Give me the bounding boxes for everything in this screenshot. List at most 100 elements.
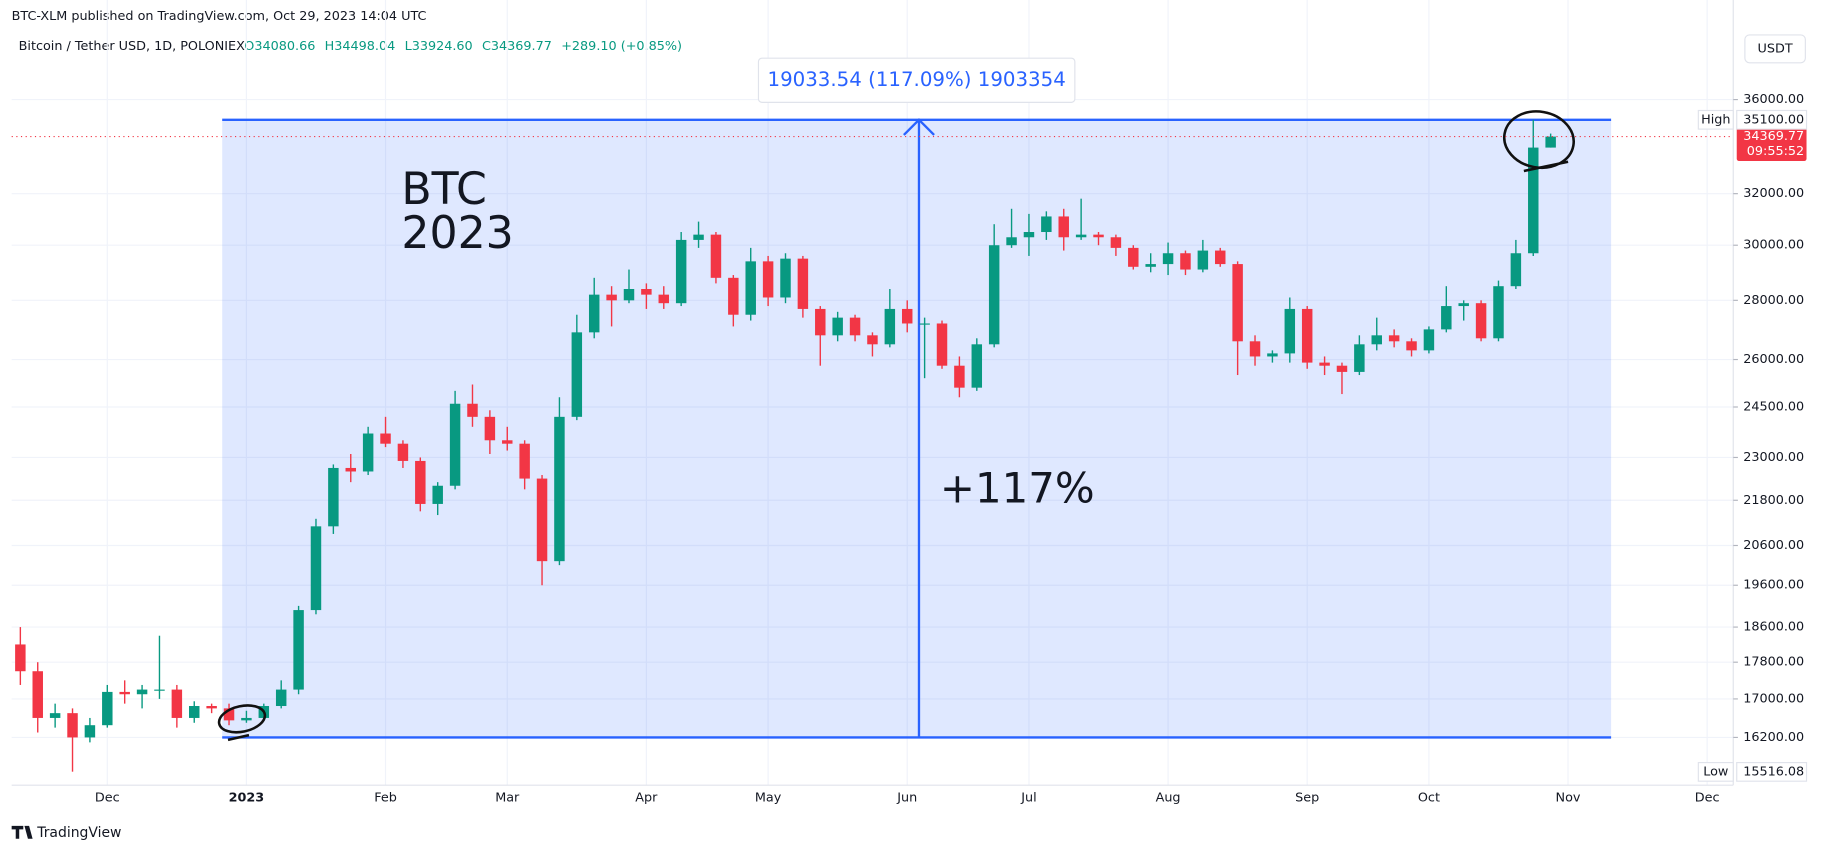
x-tick-label: Dec <box>1695 790 1720 805</box>
candle-body <box>849 317 861 336</box>
countdown: 09:55:52 <box>1747 144 1804 159</box>
candle-body <box>1041 216 1052 233</box>
currency[interactable]: USDT <box>1758 41 1793 56</box>
candle-body <box>189 706 200 718</box>
candle-body <box>1215 250 1226 265</box>
candle-body <box>1388 335 1400 342</box>
ohlc-value: O34080.66 <box>244 39 315 54</box>
candle-body <box>397 443 409 461</box>
candle-body <box>502 440 513 444</box>
candle-body <box>1128 247 1139 267</box>
candle-body <box>710 234 722 278</box>
y-tick-label: 16200.00 <box>1743 730 1804 745</box>
candle-body <box>1371 335 1382 345</box>
y-tick-label: 19600.00 <box>1743 578 1804 593</box>
candle-body <box>675 239 687 304</box>
candle-body <box>275 689 287 707</box>
x-tick-label: Aug <box>1156 790 1181 805</box>
candle-body <box>84 725 96 738</box>
candle-body <box>380 433 391 444</box>
y-tick-label: 18600.00 <box>1743 620 1804 635</box>
y-tick-label: 20600.00 <box>1743 538 1804 553</box>
low-tag-box <box>1697 762 1734 782</box>
high-value-box <box>1736 109 1808 130</box>
candle-body <box>119 691 130 695</box>
y-tick-label: 23000.00 <box>1743 450 1804 465</box>
candle-body <box>832 317 843 336</box>
brand-logo <box>11 825 33 839</box>
candle-body <box>1528 147 1539 254</box>
candle-body <box>136 689 148 695</box>
candle-body <box>415 460 426 504</box>
candle-body <box>1075 234 1087 238</box>
y-tick-label: 17000.00 <box>1743 691 1804 706</box>
candle-body <box>1180 253 1191 270</box>
candle-body <box>554 416 565 562</box>
x-tick-label: Jul <box>1020 790 1036 805</box>
candle-body <box>988 245 1000 345</box>
candle-body <box>310 526 322 611</box>
candle-body <box>971 344 983 388</box>
candle-body <box>1232 264 1243 342</box>
candle-body <box>1249 341 1261 357</box>
candle-body <box>1284 308 1296 354</box>
annotation: +117% <box>940 463 1095 512</box>
x-tick-label: Sep <box>1295 790 1319 805</box>
candle-body <box>1197 250 1209 270</box>
candle-body <box>867 335 878 345</box>
low-value: 15516.08 <box>1743 764 1804 779</box>
candle-body <box>432 485 443 504</box>
x-tick-label: May <box>755 790 782 805</box>
measure-label-box <box>757 57 1076 103</box>
x-tick-label: 2023 <box>229 790 265 805</box>
candle-body <box>1110 237 1122 248</box>
candle-body <box>449 403 461 486</box>
y-tick-label: 32000.00 <box>1743 186 1804 201</box>
y-tick-label: 26000.00 <box>1743 352 1804 367</box>
candle-body <box>815 308 826 336</box>
candle-body <box>484 416 496 441</box>
candle-body <box>641 288 652 295</box>
candle-body <box>1162 253 1174 265</box>
published: BTC-XLM published on TradingView.com, Oc… <box>12 9 427 24</box>
candle-body <box>762 261 774 298</box>
measure-arrowhead <box>903 118 935 136</box>
brand: TradingView <box>36 825 121 841</box>
ohlc-value: +289.10 (+0.85%) <box>561 39 682 54</box>
x-tick-label: Jun <box>896 790 917 805</box>
ohlc-legend: O34080.66 H34498.04 L33924.60 C34369.77 +289… <box>244 39 682 54</box>
symbol: Bitcoin / Tether USD, 1D, POLONIEX <box>19 39 245 54</box>
y-tick-label: 21800.00 <box>1743 493 1804 508</box>
candle-body <box>1441 306 1452 330</box>
candle-body <box>1267 353 1278 357</box>
ohlc-value: C34369.77 <box>482 39 552 54</box>
x-tick-label: Apr <box>635 790 658 805</box>
candle-body <box>919 323 930 325</box>
measure-label: 19033.54 (117.09%) 1903354 <box>768 68 1066 91</box>
candle-body <box>1058 216 1069 238</box>
candle-body <box>1475 303 1487 339</box>
candle-body <box>171 689 183 718</box>
currency-button[interactable] <box>1744 34 1806 64</box>
candle-body <box>345 467 356 472</box>
candle-body <box>954 365 965 388</box>
hand-stroke <box>227 733 250 742</box>
candle-body <box>1093 234 1104 238</box>
candle-body <box>1336 365 1348 372</box>
candle-body <box>936 323 948 366</box>
candle-body <box>154 689 165 691</box>
candle-body <box>15 644 26 672</box>
candle-body <box>588 294 600 333</box>
candle-body <box>901 308 913 324</box>
candle-body <box>693 234 704 240</box>
candle-body <box>536 478 548 562</box>
grid <box>11 0 1734 786</box>
candle-body <box>1545 136 1556 148</box>
hand-stroke <box>1523 160 1569 173</box>
candle-body <box>467 403 478 417</box>
candle-body <box>49 713 61 718</box>
y-tick-label: 36000.00 <box>1743 92 1804 107</box>
candle-body <box>519 443 530 479</box>
